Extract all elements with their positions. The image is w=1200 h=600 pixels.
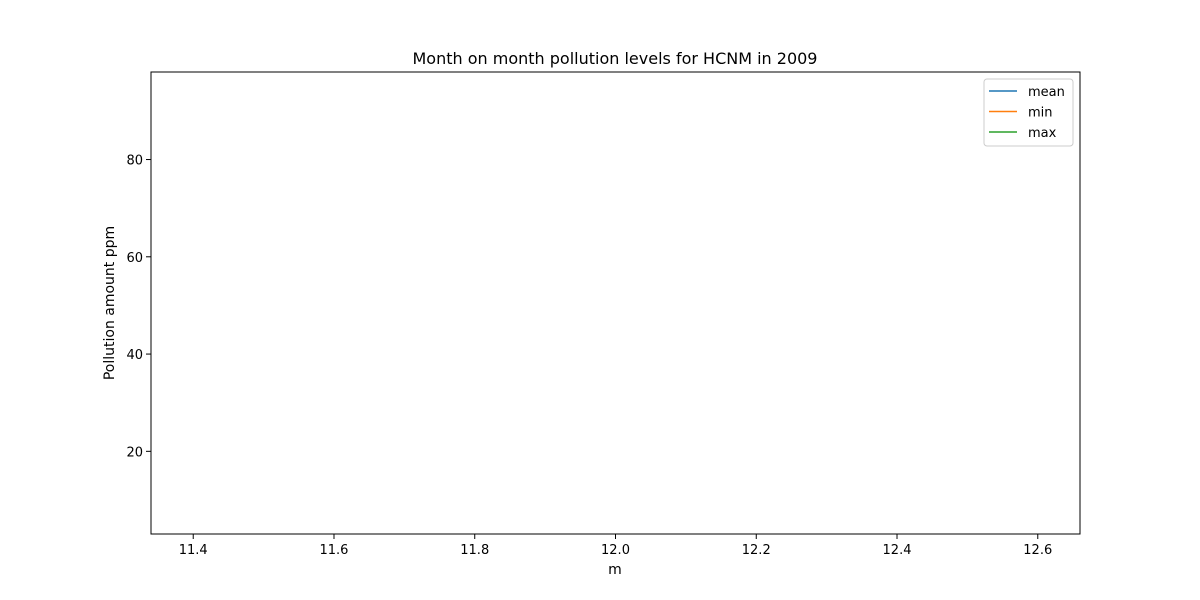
y-axis-ticks: 20 40 60 80 [126,154,151,460]
plot-area [150,71,1081,535]
x-axis-ticks: 11.4 11.6 11.8 12.0 12.2 12.4 12.6 [179,534,1052,558]
y-tick-label: 60 [126,251,143,266]
legend-label-max: max [1028,126,1057,141]
legend-label-min: min [1028,106,1053,121]
chart-title: Month on month pollution levels for HCNM… [413,49,818,68]
x-tick-label: 12.0 [601,543,630,558]
y-axis-label: Pollution amount ppm [102,226,118,380]
x-axis-label: m [608,562,622,578]
y-tick-label: 80 [126,154,143,169]
legend[interactable]: mean min max [983,78,1074,147]
y-tick-label: 20 [126,445,143,460]
legend-box [983,78,1074,147]
x-tick-label: 11.4 [179,543,208,558]
x-tick-label: 11.8 [460,543,489,558]
x-tick-label: 11.6 [320,543,349,558]
x-tick-label: 12.2 [742,543,771,558]
legend-label-mean: mean [1028,85,1065,100]
x-tick-label: 12.6 [1023,543,1052,558]
x-tick-label: 12.4 [883,543,912,558]
y-tick-label: 40 [126,348,143,363]
